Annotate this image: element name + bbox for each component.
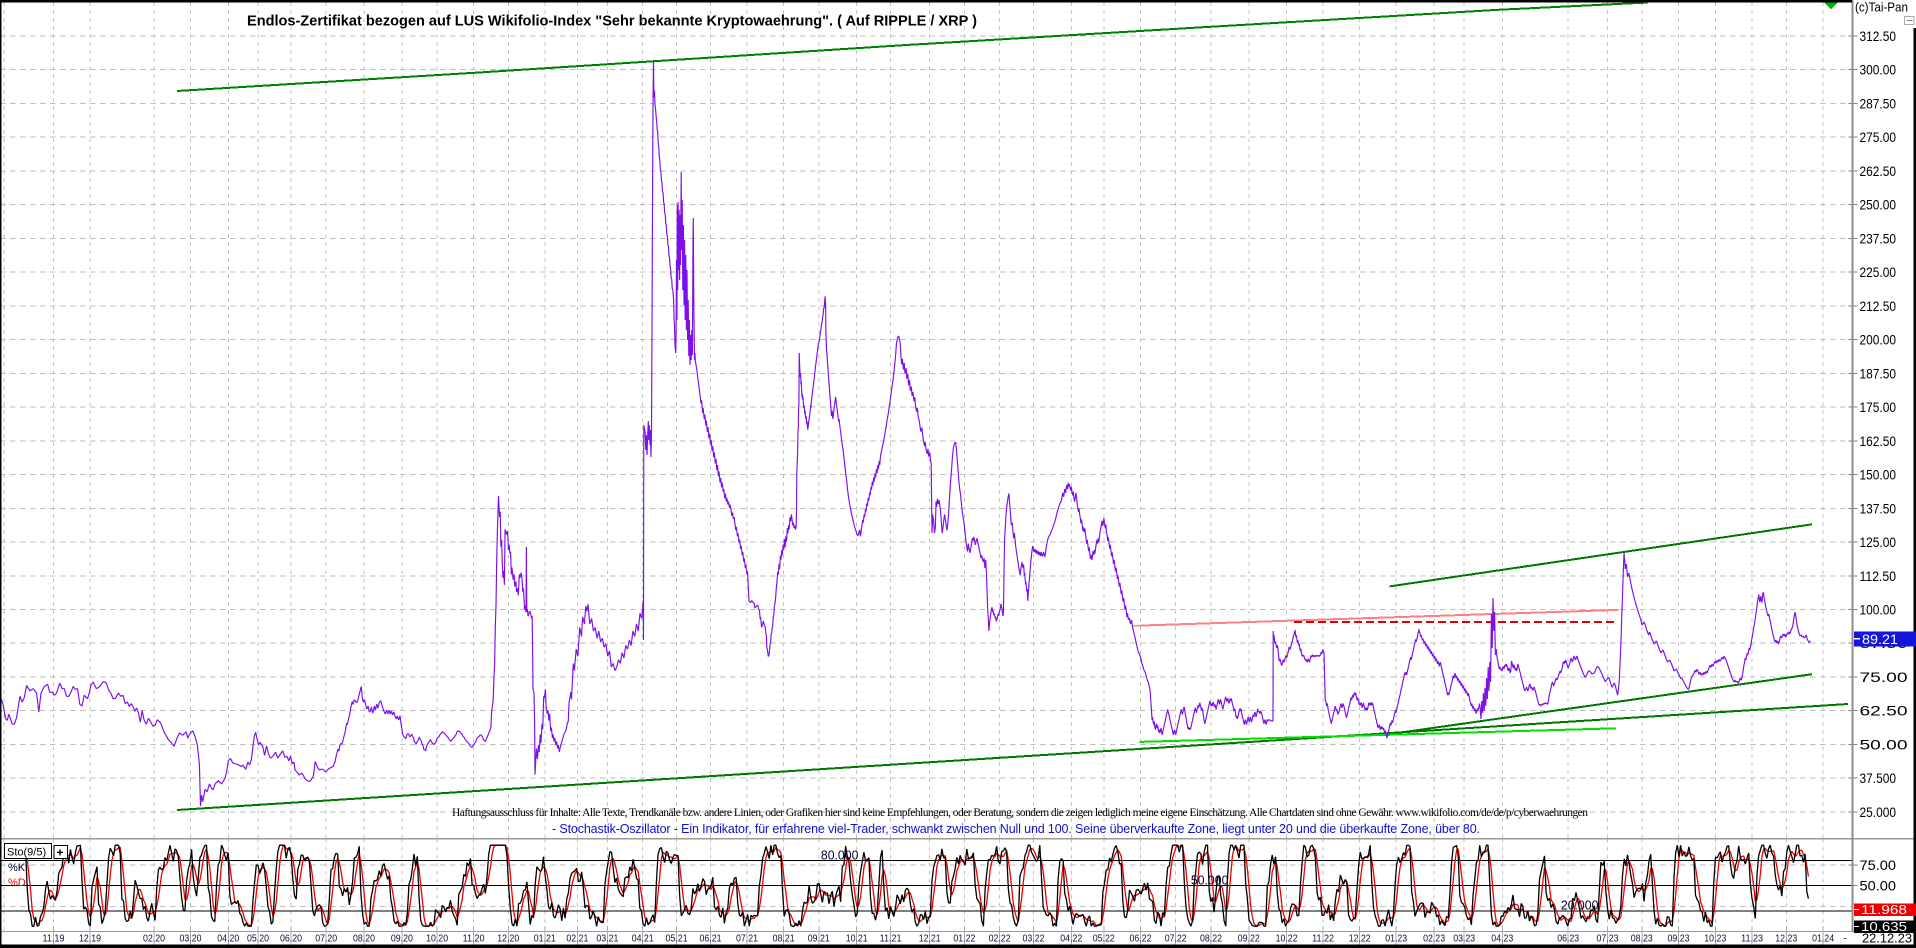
svg-text:05.21: 05.21 [666, 934, 688, 945]
svg-text:09.20: 09.20 [391, 934, 413, 945]
svg-text:150.00: 150.00 [1860, 467, 1897, 483]
svg-text:80.000: 80.000 [821, 847, 859, 862]
svg-text:12.19: 12.19 [79, 934, 101, 945]
svg-text:11.23: 11.23 [1741, 934, 1763, 945]
svg-text:50.00: 50.00 [1860, 737, 1908, 753]
svg-text:11.21: 11.21 [880, 934, 902, 945]
svg-text:20.000: 20.000 [1561, 898, 1599, 913]
svg-text:10.21: 10.21 [846, 934, 868, 945]
svg-text:01.22: 01.22 [953, 934, 975, 945]
svg-text:04.20: 04.20 [217, 934, 239, 945]
svg-text:09.21: 09.21 [808, 934, 830, 945]
svg-text:10.635: 10.635 [1861, 920, 1907, 934]
svg-text:12.20: 12.20 [497, 934, 519, 945]
svg-text:+: + [57, 846, 64, 860]
svg-text:12.22: 12.22 [1349, 934, 1371, 945]
svg-text:01.24: 01.24 [1812, 934, 1834, 945]
svg-text:Endlos-Zertifikat bezogen auf: Endlos-Zertifikat bezogen auf LUS Wikifo… [247, 13, 977, 30]
svg-text:162.50: 162.50 [1860, 433, 1897, 449]
svg-text:287.50: 287.50 [1860, 95, 1897, 111]
svg-text:%K: %K [8, 862, 26, 874]
svg-text:02.23: 02.23 [1423, 934, 1445, 945]
svg-text:62.50: 62.50 [1860, 703, 1908, 719]
svg-text:Sto(9/5): Sto(9/5) [7, 847, 46, 859]
svg-text:01.21: 01.21 [534, 934, 556, 945]
svg-text:07.21: 07.21 [736, 934, 758, 945]
svg-text:04.22: 04.22 [1060, 934, 1082, 945]
svg-text:10.20: 10.20 [426, 934, 448, 945]
svg-text:200.00: 200.00 [1860, 332, 1897, 348]
svg-text:237.50: 237.50 [1860, 230, 1897, 246]
svg-text:02.20: 02.20 [143, 934, 165, 945]
svg-text:04.23: 04.23 [1491, 934, 1513, 945]
svg-text:04.21: 04.21 [632, 934, 654, 945]
svg-text:262.50: 262.50 [1860, 163, 1897, 179]
svg-text:275.00: 275.00 [1860, 129, 1897, 145]
svg-text:01.23: 01.23 [1385, 934, 1407, 945]
svg-text:- Stochastik-Oszillator - Ein: - Stochastik-Oszillator - Ein Indikator,… [552, 822, 1480, 836]
svg-text:250.00: 250.00 [1860, 197, 1897, 213]
svg-text:10.23: 10.23 [1704, 934, 1726, 945]
svg-text:312.50: 312.50 [1860, 28, 1897, 44]
svg-text:08.20: 08.20 [353, 934, 375, 945]
svg-text:07.22: 07.22 [1165, 934, 1187, 945]
svg-text:125.00: 125.00 [1860, 534, 1897, 550]
svg-text:187.50: 187.50 [1860, 365, 1897, 381]
svg-text:03.21: 03.21 [596, 934, 618, 945]
svg-text:03.23: 03.23 [1453, 934, 1475, 945]
svg-text:75.00: 75.00 [1860, 857, 1897, 873]
svg-text:03.20: 03.20 [180, 934, 202, 945]
svg-text:06.20: 06.20 [280, 934, 302, 945]
svg-text:12.23: 12.23 [1775, 934, 1797, 945]
svg-text:03.22: 03.22 [1023, 934, 1045, 945]
svg-text:02.21: 02.21 [566, 934, 588, 945]
svg-text:50.00: 50.00 [1860, 878, 1897, 894]
svg-text:300.00: 300.00 [1860, 62, 1897, 78]
svg-text:11.22: 11.22 [1312, 934, 1334, 945]
svg-text:02.22: 02.22 [989, 934, 1011, 945]
svg-text:09.22: 09.22 [1238, 934, 1260, 945]
svg-text:100.00: 100.00 [1860, 602, 1897, 618]
svg-text:25.000: 25.000 [1860, 804, 1897, 820]
svg-text:10.22: 10.22 [1276, 934, 1298, 945]
svg-text:(c)Tai-Pan: (c)Tai-Pan [1855, 0, 1908, 15]
svg-text:05.20: 05.20 [247, 934, 269, 945]
svg-text:05.22: 05.22 [1093, 934, 1115, 945]
svg-text:37.500: 37.500 [1860, 770, 1897, 786]
svg-text:75.00: 75.00 [1860, 669, 1908, 685]
svg-text:11.968: 11.968 [1861, 903, 1907, 917]
svg-text:Haftungsausschluss für Inhalte: Haftungsausschluss für Inhalte: Alle Tex… [452, 807, 1588, 819]
svg-text:06.22: 06.22 [1130, 934, 1152, 945]
svg-text:175.00: 175.00 [1860, 399, 1897, 415]
svg-text:-: - [1843, 934, 1846, 945]
svg-text:09.23: 09.23 [1668, 934, 1690, 945]
svg-text:08.22: 08.22 [1200, 934, 1222, 945]
svg-text:22.12.23: 22.12.23 [1862, 932, 1912, 946]
svg-text:08.21: 08.21 [773, 934, 795, 945]
svg-text:89.21: 89.21 [1862, 631, 1898, 647]
svg-text:11.20: 11.20 [463, 934, 485, 945]
svg-text:07.23: 07.23 [1597, 934, 1619, 945]
svg-text:12.21: 12.21 [919, 934, 941, 945]
svg-text:06.23: 06.23 [1557, 934, 1579, 945]
svg-text:212.50: 212.50 [1860, 298, 1897, 314]
svg-text:112.50: 112.50 [1860, 568, 1897, 584]
svg-text:08.23: 08.23 [1631, 934, 1653, 945]
svg-text:11.19: 11.19 [43, 934, 65, 945]
svg-text:07.20: 07.20 [315, 934, 337, 945]
svg-text:225.00: 225.00 [1860, 264, 1897, 280]
svg-text:137.50: 137.50 [1860, 500, 1897, 516]
svg-text:06.21: 06.21 [700, 934, 722, 945]
svg-text:%D: %D [8, 877, 26, 889]
svg-text:50.000: 50.000 [1191, 872, 1229, 887]
